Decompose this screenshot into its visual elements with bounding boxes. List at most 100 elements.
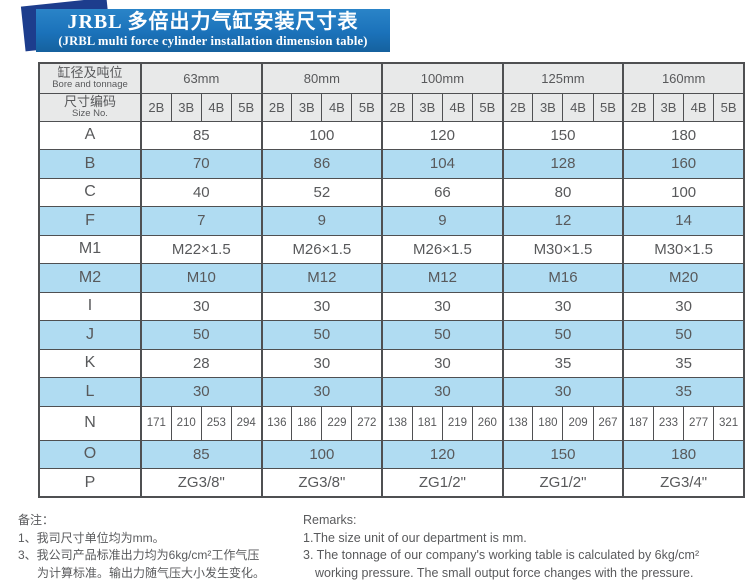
table-cell: 80: [501, 177, 624, 207]
table-cell: ZG3/4": [622, 468, 745, 498]
col-group-header: 63mm: [140, 62, 263, 94]
notes-cn-heading: 备注：: [18, 513, 55, 527]
subcol-header: 4B: [200, 92, 232, 122]
col-group-header: 100mm: [381, 62, 504, 94]
table-cell: M20: [622, 263, 745, 293]
table-cell: 229: [321, 405, 353, 441]
table-cell: M12: [381, 263, 504, 293]
table-cell: 209: [562, 405, 594, 441]
table-cell: 253: [200, 405, 232, 441]
subcol-header: 5B: [592, 92, 624, 122]
table-cell: 14: [622, 206, 745, 236]
subcol-header: 5B: [230, 92, 263, 122]
table-cell: 160: [622, 149, 745, 179]
table-row-A: A 85 100 120 150 180: [38, 120, 745, 150]
subcol-header: 4B: [562, 92, 594, 122]
row-label: C: [38, 177, 142, 207]
subcol-header: 4B: [441, 92, 474, 122]
corner-en-label: Bore and tonnage: [52, 79, 128, 91]
subcol-header: 4B: [683, 92, 715, 122]
table-row-F: F 7 9 9 12 14: [38, 206, 745, 236]
table-cell: 28: [140, 348, 263, 378]
corner-size-no: 尺寸编码 Size No.: [38, 92, 142, 122]
header-row-sizeno: 尺寸编码 Size No. 2B 3B 4B 5B 2B 3B 4B 5B 2B 3B 4B 5B 2B 3B…: [38, 92, 745, 122]
table-row-K: K 28 30 30 35 35: [38, 348, 745, 378]
table-cell: 70: [140, 149, 263, 179]
corner-en-label: Size No.: [72, 108, 108, 119]
table-cell: 86: [260, 149, 383, 179]
table-cell: 321: [713, 405, 745, 441]
table-cell: 30: [140, 377, 263, 407]
subcol-header: 4B: [321, 92, 353, 122]
page-title-en: (JRBL multi force cylinder installation …: [58, 34, 368, 48]
table-cell: 150: [501, 439, 624, 469]
table-cell: 50: [622, 320, 745, 350]
table-cell: 30: [381, 348, 504, 378]
row-label: K: [38, 348, 142, 378]
table-cell: 35: [501, 348, 624, 378]
dimension-table: 缸径及吨位 Bore and tonnage 63mm 80mm 100mm 125mm 1…: [38, 62, 745, 498]
row-label: J: [38, 320, 142, 350]
table-cell: 187: [622, 405, 654, 441]
table-cell: M26×1.5: [260, 234, 383, 264]
notes-en-line-3a: 3. The tonnage of our company's working …: [303, 548, 700, 562]
table-cell: 150: [501, 120, 624, 150]
notes-en-heading: Remarks:: [303, 513, 357, 527]
table-cell: 186: [291, 405, 323, 441]
table-cell: ZG1/2": [381, 468, 504, 498]
table-cell: 9: [381, 206, 504, 236]
table-cell: M30×1.5: [501, 234, 624, 264]
subcol-header: 2B: [622, 92, 654, 122]
col-group-header: 125mm: [501, 62, 624, 94]
table-cell: 277: [683, 405, 715, 441]
notes-en-line-1: 1.The size unit of our department is mm.: [303, 530, 527, 545]
table-cell: 30: [260, 377, 383, 407]
table-cell: M12: [260, 263, 383, 293]
table-cell: 260: [472, 405, 504, 441]
table-cell: 30: [140, 291, 263, 321]
notes-cn-line-1: 1、我司尺寸单位均为mm。: [18, 530, 165, 545]
table-row-N: N 171 210 253 294 136 186 229 272 138 181 219 260 138…: [38, 405, 745, 441]
table-cell: 180: [622, 120, 745, 150]
table-cell: 180: [532, 405, 564, 441]
corner-cn-label: 缸径及吨位: [57, 65, 123, 81]
table-cell: 35: [622, 348, 745, 378]
banner-ribbon: JRBL 多倍出力气缸安装尺寸表 (JRBL multi force cylin…: [36, 9, 390, 52]
table-cell: 30: [260, 348, 383, 378]
col-group-header: 80mm: [260, 62, 383, 94]
table-cell: 30: [381, 377, 504, 407]
subcol-header: 5B: [713, 92, 745, 122]
table-row-I: I 30 30 30 30 30: [38, 291, 745, 321]
table-cell: 100: [260, 439, 383, 469]
row-label: M1: [38, 234, 142, 264]
subcol-header: 2B: [139, 92, 172, 122]
table-cell: 50: [140, 320, 263, 350]
table-cell: 9: [260, 206, 383, 236]
table-cell: 85: [140, 120, 263, 150]
notes-en-line-3b: working pressure. The small output force…: [315, 565, 694, 580]
table-body: A 85 100 120 150 180 B 70 86 104 128 160 C 40 52 66 80 10…: [38, 120, 745, 498]
header-row-bore: 缸径及吨位 Bore and tonnage 63mm 80mm 100mm 125mm 1…: [38, 62, 745, 94]
table-cell: 294: [230, 405, 263, 441]
subcol-header: 3B: [652, 92, 685, 122]
table-cell: 30: [381, 291, 504, 321]
table-cell: 138: [381, 405, 413, 441]
table-cell: 210: [170, 405, 202, 441]
table-cell: 7: [140, 206, 263, 236]
table-cell: 267: [592, 405, 624, 441]
table-header: 缸径及吨位 Bore and tonnage 63mm 80mm 100mm 125mm 1…: [38, 62, 745, 122]
row-label: B: [38, 149, 142, 179]
row-label: P: [38, 468, 142, 498]
subcol-header: 3B: [170, 92, 202, 122]
row-label: O: [38, 439, 142, 469]
subcol-header: 3B: [532, 92, 564, 122]
table-row-M2: M2 M10 M12 M12 M16 M20: [38, 263, 745, 293]
subcol-header: 3B: [291, 92, 323, 122]
page-title-cn: JRBL 多倍出力气缸安装尺寸表: [67, 11, 359, 33]
table-cell: 128: [501, 149, 624, 179]
table-cell: M30×1.5: [622, 234, 745, 264]
table-cell: 136: [260, 405, 293, 441]
table-cell: 30: [501, 291, 624, 321]
table-cell: 171: [139, 405, 172, 441]
table-row-P: P ZG3/8" ZG3/8" ZG1/2" ZG1/2" ZG3/4": [38, 468, 745, 498]
